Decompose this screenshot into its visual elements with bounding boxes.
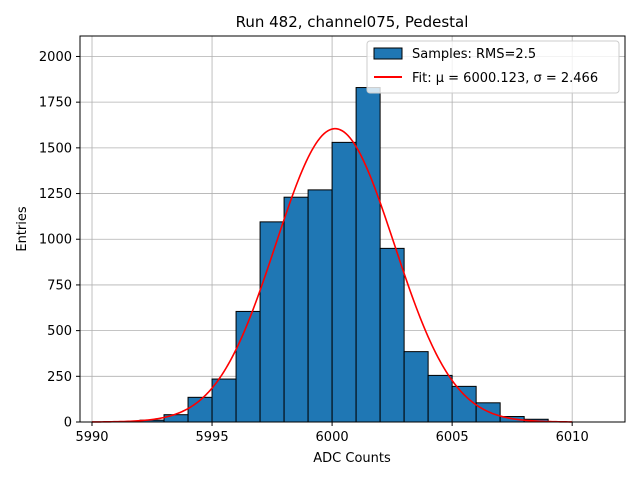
y-tick-label: 0 — [64, 416, 72, 431]
legend: Samples: RMS=2.5 Fit: μ = 6000.123, σ = … — [366, 40, 620, 94]
histogram-bar — [451, 385, 477, 423]
x-tick-label: 6005 — [436, 430, 469, 445]
fit-curve-group — [91, 127, 573, 423]
y-tick-label: 2000 — [39, 50, 72, 65]
x-tick-label: 5990 — [75, 430, 108, 445]
x-tick-label: 5995 — [196, 430, 229, 445]
legend-box — [366, 40, 620, 94]
y-tick-label: 250 — [47, 370, 72, 385]
legend-swatch-samples — [373, 47, 403, 60]
x-axis-label: ADC Counts — [313, 451, 391, 466]
legend-label-fit: Fit: μ = 6000.123, σ = 2.466 — [412, 71, 598, 86]
fit-curve — [91, 127, 573, 423]
legend-label-samples: Samples: RMS=2.5 — [412, 47, 536, 62]
x-tick-label: 6010 — [556, 430, 589, 445]
y-tick-label: 1750 — [39, 96, 72, 111]
y-tick-label: 500 — [47, 324, 72, 339]
y-axis-label: Entries — [15, 206, 30, 252]
x-tick-label: 6000 — [316, 430, 349, 445]
histogram-bar — [211, 378, 237, 423]
plot-area-frame — [79, 35, 626, 423]
histogram-bar — [427, 374, 453, 423]
y-tick-label: 750 — [47, 278, 72, 293]
x-axis-ticks: 5990 5995 6000 6005 6010 — [75, 422, 589, 445]
histogram-bar — [403, 351, 429, 423]
histogram-bar — [379, 247, 405, 423]
chart-title: Run 482, channel075, Pedestal — [236, 13, 469, 31]
histogram-bar — [259, 221, 285, 423]
histogram-bars — [139, 87, 549, 423]
y-tick-label: 1000 — [39, 233, 72, 248]
histogram-bar — [331, 141, 357, 423]
y-axis-ticks: 0 250 500 750 1000 1250 1500 1750 2000 — [39, 50, 80, 431]
y-tick-label: 1250 — [39, 187, 72, 202]
histogram-bar — [307, 189, 333, 423]
histogram-bar — [235, 310, 261, 423]
histogram-bar — [283, 196, 309, 423]
histogram-bar — [355, 87, 381, 423]
y-tick-label: 1500 — [39, 141, 72, 156]
